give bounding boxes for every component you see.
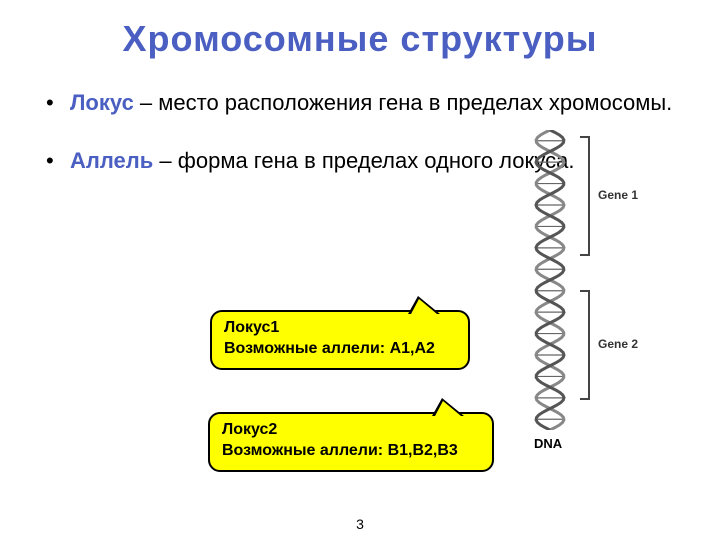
dna-helix-icon bbox=[528, 130, 572, 430]
gene2-bracket-icon bbox=[580, 290, 590, 400]
term-allele-def: – форма гена в пределах одного локуса. bbox=[153, 148, 574, 173]
gene2-label: Gene 2 bbox=[598, 337, 638, 351]
callout-locus1-line2: Возможные аллели: А1,А2 bbox=[224, 339, 456, 360]
dna-helix bbox=[528, 130, 572, 430]
term-locus: Локус bbox=[70, 90, 134, 115]
gene1-bracket-icon bbox=[580, 136, 590, 256]
term-allele: Аллель bbox=[70, 148, 153, 173]
bullet-locus: Локус – место расположения гена в предел… bbox=[42, 88, 678, 118]
dna-diagram: DNA Gene 1 Gene 2 bbox=[520, 130, 688, 460]
callout-locus1-line1: Локус1 bbox=[224, 318, 456, 339]
callout-locus2-line2: Возможные аллели: В1,В2,В3 bbox=[222, 441, 480, 462]
dna-label: DNA bbox=[534, 436, 562, 451]
slide-title: Хромосомные структуры bbox=[0, 0, 720, 60]
callout-locus1: Локус1 Возможные аллели: А1,А2 bbox=[210, 310, 470, 370]
callout-tail-icon bbox=[408, 296, 440, 314]
page-number: 3 bbox=[0, 516, 720, 532]
callout-locus2-line1: Локус2 bbox=[222, 420, 480, 441]
callout-tail-icon bbox=[432, 398, 464, 416]
term-locus-def: – место расположения гена в пределах хро… bbox=[134, 90, 672, 115]
callout-locus2: Локус2 Возможные аллели: В1,В2,В3 bbox=[208, 412, 494, 472]
gene1-label: Gene 1 bbox=[598, 188, 638, 202]
